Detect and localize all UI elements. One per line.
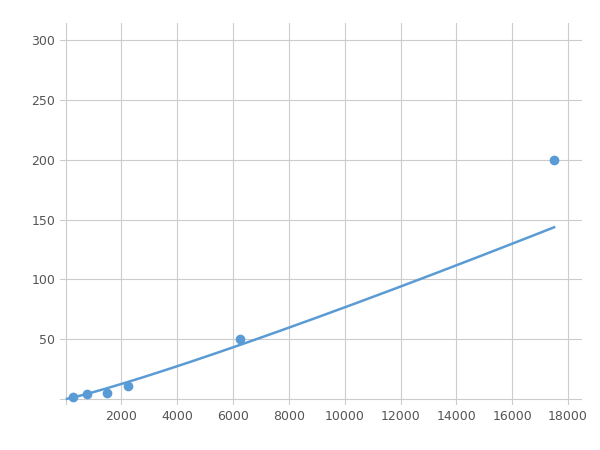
Point <box>82 391 91 398</box>
Point <box>235 336 245 343</box>
Point <box>124 382 133 390</box>
Point <box>103 389 112 396</box>
Point <box>68 393 77 400</box>
Point <box>549 156 559 163</box>
